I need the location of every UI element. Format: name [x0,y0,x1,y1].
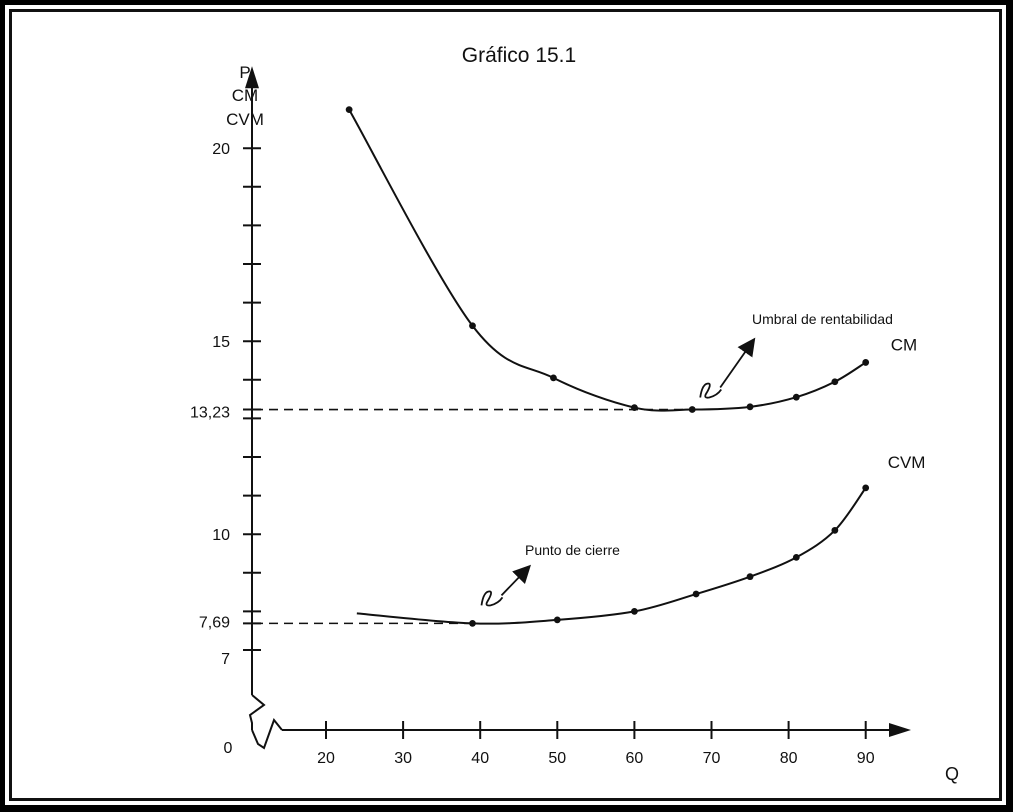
series-cm-point [631,404,638,411]
series-cvm-curve [356,487,867,625]
origin-label: 0 [224,740,233,757]
x-tick-label: 30 [394,750,412,767]
y-tick-label: 7 [221,651,230,668]
series-cvm-point [631,608,638,615]
x-ticks: 20 30 40 50 60 70 80 90 [317,721,875,767]
y-axis-label-cm: CM [232,86,258,105]
x-tick-label: 80 [780,750,798,767]
series-cm-point [550,374,557,382]
annotation-cierre: Punto de cierre [525,542,620,558]
x-axis-arrow [889,723,911,737]
x-tick-label: 70 [703,750,721,767]
series-cm-point [831,378,839,386]
x-axis-break [251,717,283,750]
annotation-umbral: Umbral de rentabilidad [752,311,893,327]
series-cm-point [345,106,353,113]
x-tick-label: 90 [857,750,875,767]
x-tick-label: 40 [471,750,489,767]
series-cm-curve [348,109,867,412]
y-tick-label: 15 [212,334,230,351]
chart-frame: Gráfico 15.1 P CM CVM Q 0 20 15 13,23 10 7,6… [5,5,1006,805]
x-tick-label: 50 [548,750,566,767]
y-tick-label: 20 [212,141,230,158]
chart-border [9,9,1002,801]
annotation-squiggle [480,590,504,607]
series-cvm-point [792,553,800,561]
y-tick-label: 10 [212,527,230,544]
cost-curves-chart: Gráfico 15.1 P CM CVM Q 0 20 15 13,23 10 7,6… [190,44,959,784]
x-tick-label: 60 [626,750,644,767]
series-cvm-point [831,526,839,534]
series-cvm-point [692,590,700,598]
series-cvm-point [862,484,870,492]
series-cvm-label: CVM [888,453,926,472]
y-ticks: 20 15 13,23 10 7,69 7 [190,141,261,668]
axes [245,66,911,750]
series-cm-point [862,359,870,366]
y-tick-label: 7,69 [199,614,230,631]
y-axis-label-p: P [239,63,250,82]
series-cvm-point [469,619,476,627]
series: CM CVM [345,106,926,627]
series-cm-point [688,406,696,413]
x-axis-label: Q [945,764,959,784]
reference-lines [254,408,693,625]
y-axis-break [248,694,266,730]
annotation-squiggle [699,382,722,399]
series-cm-point [792,393,800,401]
y-tick-label: 13,23 [190,405,230,422]
series-cm-point [746,403,754,411]
annotation-arrow [719,337,756,389]
series-cm-label: CM [891,335,917,354]
series-cvm-point [746,573,754,581]
x-tick-label: 20 [317,750,335,767]
y-axis-arrow [245,66,259,89]
series-cm-point [469,322,476,330]
annotation-arrow [500,564,531,596]
y-axis-label-cvm: CVM [226,110,264,129]
series-cvm-point [553,616,561,624]
annotations: Umbral de rentabilidad Punto de cierre [480,311,893,607]
chart-title: Gráfico 15.1 [462,44,576,67]
